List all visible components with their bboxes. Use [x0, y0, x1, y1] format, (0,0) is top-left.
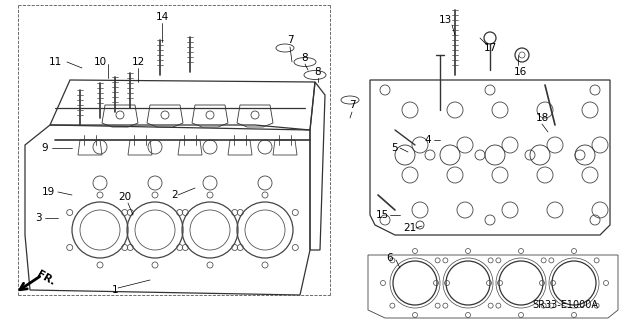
Text: 19: 19	[42, 187, 54, 197]
Text: 20: 20	[118, 192, 132, 202]
Text: SR33-E1000A: SR33-E1000A	[532, 300, 598, 310]
Text: 8: 8	[301, 53, 308, 63]
Text: 15: 15	[376, 210, 388, 220]
Text: 7: 7	[287, 35, 293, 45]
Text: 11: 11	[49, 57, 61, 67]
Text: 7: 7	[349, 100, 355, 110]
Text: 10: 10	[93, 57, 107, 67]
Text: 3: 3	[35, 213, 42, 223]
Text: FR.: FR.	[35, 269, 57, 287]
Text: 16: 16	[513, 67, 527, 77]
Text: 13: 13	[438, 15, 452, 25]
Text: 4: 4	[425, 135, 431, 145]
Text: 21: 21	[403, 223, 417, 233]
Text: 18: 18	[536, 113, 548, 123]
Text: 6: 6	[387, 253, 394, 263]
Text: 17: 17	[483, 43, 497, 53]
Text: 1: 1	[112, 285, 118, 295]
Text: 9: 9	[42, 143, 48, 153]
Text: 8: 8	[315, 67, 321, 77]
Text: 5: 5	[392, 143, 398, 153]
Text: 14: 14	[156, 12, 168, 22]
Text: 2: 2	[172, 190, 179, 200]
Text: 12: 12	[131, 57, 145, 67]
